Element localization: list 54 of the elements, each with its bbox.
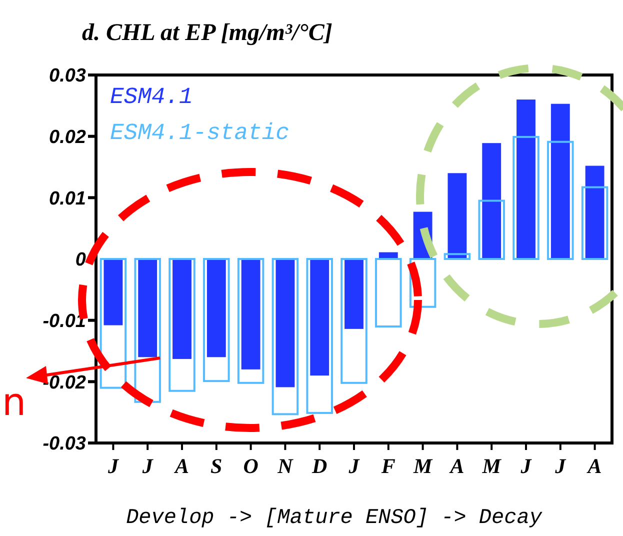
bar <box>272 258 299 416</box>
bar <box>581 186 608 260</box>
y-tick-label: 0.02 <box>49 126 86 148</box>
x-tick-label: M <box>481 454 502 478</box>
bar <box>206 259 226 358</box>
x-tick-label: N <box>276 454 294 478</box>
bar <box>172 259 192 359</box>
y-tick-label: 0 <box>75 250 86 271</box>
bar <box>203 258 230 382</box>
y-tick-label: -0.02 <box>42 372 86 394</box>
x-tick-label: F <box>380 454 396 478</box>
bar <box>134 258 161 403</box>
x-tick-label: J <box>520 454 533 478</box>
x-tick-label: S <box>210 454 222 478</box>
x-tick-label: A <box>448 454 464 478</box>
bar <box>100 258 127 389</box>
bar <box>310 259 330 376</box>
bar <box>547 140 574 260</box>
x-tick-label: D <box>311 454 328 478</box>
bar <box>168 258 196 392</box>
bar <box>375 258 402 328</box>
bar <box>516 100 536 259</box>
bar <box>482 143 502 259</box>
bar <box>585 166 604 259</box>
bar <box>409 258 436 308</box>
bar <box>344 259 364 329</box>
bar <box>448 173 467 259</box>
chart-title: d. CHL at EP [mg/m³/°C] <box>82 20 332 46</box>
y-tick-label: 0.03 <box>49 66 86 87</box>
text: ESM4.1-static <box>110 120 290 146</box>
bar <box>104 259 123 326</box>
x-tick-label: M <box>412 454 434 478</box>
x-tick-label: J <box>106 454 120 478</box>
x-axis-title: Develop -> [Mature ENSO] -> Decay <box>126 507 542 530</box>
text: n <box>2 380 26 424</box>
bar <box>512 136 540 260</box>
x-tick-label: J <box>348 454 361 478</box>
x-tick-label: O <box>243 454 258 478</box>
bar <box>550 104 570 259</box>
y-tick-label: 0.01 <box>49 188 86 210</box>
bar <box>138 259 158 358</box>
bar <box>276 259 295 388</box>
x-tick-label: A <box>586 454 602 478</box>
bar <box>444 253 471 260</box>
text: ESM4.1 <box>110 84 193 110</box>
bar <box>478 200 505 260</box>
bar <box>306 258 333 414</box>
bar <box>237 258 264 384</box>
y-tick-label: -0.03 <box>42 434 86 455</box>
x-tick-label: A <box>172 454 190 478</box>
x-tick-label: J <box>141 454 154 478</box>
x-tick-label: J <box>554 454 568 478</box>
bar <box>340 258 368 384</box>
bar <box>241 259 260 370</box>
